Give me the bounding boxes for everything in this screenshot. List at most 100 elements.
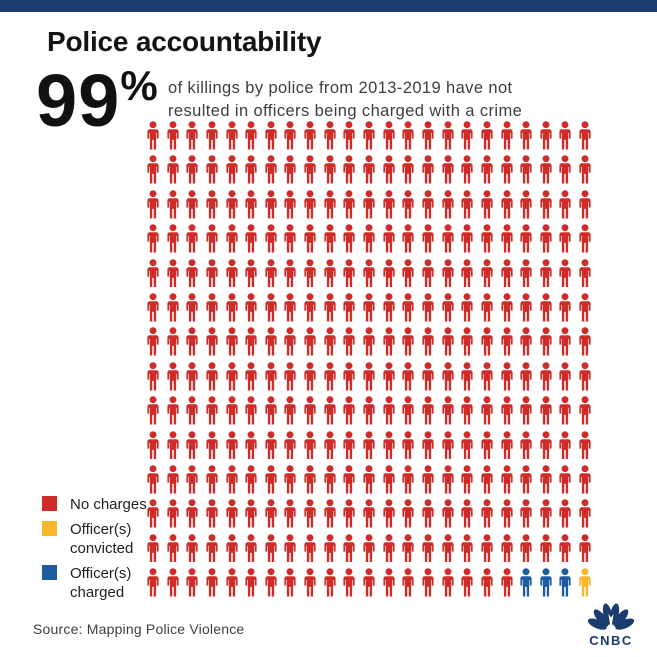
person-icon — [304, 361, 316, 391]
person-icon — [500, 499, 513, 528]
person-icon — [383, 533, 395, 563]
person-icon — [167, 258, 179, 288]
person-icon — [225, 465, 238, 494]
person-icon — [167, 224, 179, 253]
person-icon — [442, 533, 454, 563]
person-icon — [206, 361, 218, 391]
person-icon — [343, 396, 356, 425]
person-icon — [304, 224, 316, 253]
person-icon — [402, 465, 414, 494]
person-icon — [402, 190, 414, 219]
person-icon — [167, 430, 179, 459]
person-icon — [284, 224, 297, 253]
person-icon — [324, 293, 336, 322]
person-icon — [284, 465, 297, 494]
person-icon — [147, 293, 159, 322]
person-icon — [245, 499, 257, 528]
person-icon — [324, 224, 336, 253]
person-icon — [520, 121, 532, 150]
person-icon — [481, 465, 493, 494]
person-icon — [461, 258, 473, 288]
person-icon — [442, 224, 454, 253]
person-icon — [461, 568, 473, 597]
person-icon — [265, 396, 277, 425]
person-icon — [383, 190, 395, 219]
person-icon — [186, 465, 198, 494]
person-icon — [343, 568, 356, 597]
person-icon — [245, 568, 257, 597]
person-icon — [324, 258, 336, 288]
person-icon — [284, 121, 297, 150]
person-icon — [442, 396, 454, 425]
person-icon — [304, 190, 316, 219]
person-icon — [579, 499, 591, 528]
person-icon — [284, 327, 297, 356]
person-icon — [383, 361, 395, 391]
person-icon — [481, 293, 493, 322]
person-icon — [225, 327, 238, 356]
person-icon — [284, 190, 297, 219]
person-icon — [265, 568, 277, 597]
person-icon — [147, 327, 159, 356]
person-icon — [559, 190, 572, 219]
person-icon — [324, 499, 336, 528]
person-icon — [265, 293, 277, 322]
person-icon — [383, 499, 395, 528]
person-icon — [422, 396, 434, 425]
person-icon — [559, 224, 572, 253]
person-icon — [481, 121, 493, 150]
person-icon — [500, 121, 513, 150]
person-icon — [383, 258, 395, 288]
person-icon — [186, 361, 198, 391]
person-icon — [422, 224, 434, 253]
person-icon — [167, 121, 179, 150]
person-icon — [147, 499, 159, 528]
person-icon — [579, 396, 591, 425]
person-icon — [579, 533, 591, 563]
person-icon — [324, 430, 336, 459]
person-icon — [284, 396, 297, 425]
person-icon — [461, 155, 473, 184]
person-icon — [500, 190, 513, 219]
person-icon — [265, 430, 277, 459]
person-icon — [579, 121, 591, 150]
person-icon — [540, 224, 552, 253]
person-icon — [324, 533, 336, 563]
person-icon — [461, 361, 473, 391]
person-icon — [225, 224, 238, 253]
cnbc-logo: CNBC — [583, 600, 639, 648]
person-icon — [206, 533, 218, 563]
person-icon — [343, 499, 356, 528]
person-icon — [442, 293, 454, 322]
person-icon — [481, 190, 493, 219]
person-icon — [363, 430, 375, 459]
person-icon — [540, 361, 552, 391]
person-icon — [402, 361, 414, 391]
person-icon — [402, 121, 414, 150]
person-icon — [540, 396, 552, 425]
person-icon — [167, 293, 179, 322]
person-icon — [540, 465, 552, 494]
person-icon — [500, 327, 513, 356]
person-icon — [481, 499, 493, 528]
person-icon — [383, 121, 395, 150]
page-title: Police accountability — [47, 26, 322, 57]
person-icon — [324, 155, 336, 184]
person-icon — [167, 396, 179, 425]
person-icon — [559, 396, 572, 425]
person-icon — [245, 190, 257, 219]
person-icon — [147, 568, 159, 597]
person-icon — [186, 258, 198, 288]
person-icon — [461, 190, 473, 219]
person-icon — [500, 224, 513, 253]
cnbc-logo-text: CNBC — [589, 633, 633, 648]
person-icon — [422, 533, 434, 563]
top-accent-bar — [0, 0, 657, 12]
person-icon — [559, 327, 572, 356]
person-icon — [265, 190, 277, 219]
person-icon — [559, 155, 572, 184]
person-icon — [559, 499, 572, 528]
person-icon — [481, 327, 493, 356]
person-icon — [520, 224, 532, 253]
person-icon — [540, 327, 552, 356]
